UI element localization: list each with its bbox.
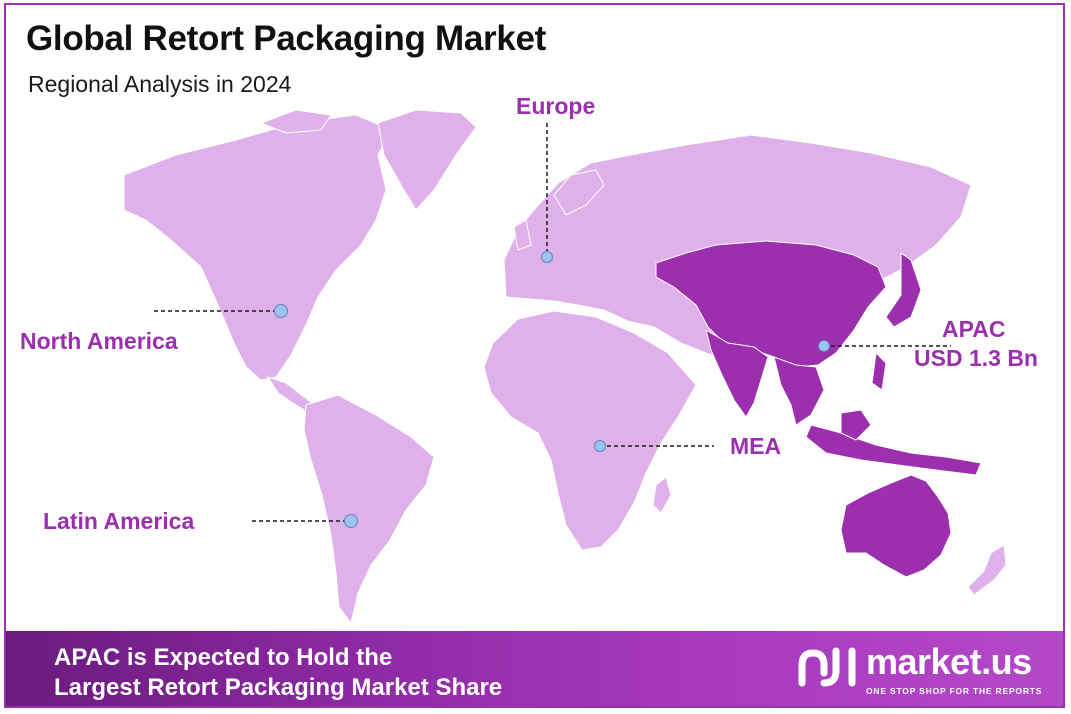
philippines-shape: [871, 351, 887, 391]
page-title: Global Retort Packaging Market: [26, 19, 547, 58]
footer-line-2: Largest Retort Packaging Market Share: [54, 674, 503, 701]
arctic-islands-shape: [259, 109, 332, 134]
north-america-shape: [123, 114, 392, 381]
north-america-marker: [274, 304, 288, 318]
mea-label: MEA: [730, 433, 782, 459]
se-asia-shape: [773, 356, 825, 426]
latin-america-marker: [344, 514, 358, 528]
japan-shape: [885, 252, 922, 328]
madagascar-shape: [652, 476, 672, 514]
leader-lines: [154, 123, 951, 522]
world-map: [123, 109, 1007, 625]
market-us-logo-icon: [798, 647, 856, 687]
markers: [274, 251, 830, 528]
brand-tagline: ONE STOP SHOP FOR THE REPORTS: [866, 686, 1043, 696]
europe-label: Europe: [516, 93, 596, 119]
europe-marker: [541, 251, 553, 263]
base-land: [123, 109, 1007, 625]
uk-shape: [513, 219, 532, 251]
china-shape: [655, 240, 887, 368]
north-america-label: North America: [20, 328, 178, 354]
apac-value: USD 1.3 Bn: [914, 345, 1038, 371]
africa-shape: [483, 310, 697, 551]
borneo-shape: [840, 409, 872, 441]
greenland-shape: [377, 109, 477, 211]
apac-label: APAC: [942, 316, 1006, 342]
south-america-shape: [303, 394, 435, 625]
footer-text: APAC is Expected to Hold the Largest Ret…: [54, 643, 502, 703]
india-shape: [705, 328, 769, 418]
infographic-frame: Global Retort Packaging Market Regional …: [4, 3, 1065, 708]
apac-highlight: [655, 240, 982, 578]
footer-banner: APAC is Expected to Hold the Largest Ret…: [6, 631, 1063, 706]
brand-name: market.us: [866, 641, 1032, 682]
page-subtitle: Regional Analysis in 2024: [28, 71, 292, 97]
brand-logo: market.us ONE STOP SHOP FOR THE REPORTS: [796, 641, 1041, 696]
scandinavia-shape: [553, 169, 605, 216]
australia-shape: [840, 474, 952, 578]
mea-marker: [594, 440, 606, 452]
footer-line-1: APAC is Expected to Hold the: [54, 644, 393, 671]
indonesia-shape: [805, 424, 982, 476]
new-zealand-shape: [967, 544, 1007, 596]
apac-marker: [818, 340, 830, 352]
latin-america-label: Latin America: [43, 508, 195, 534]
